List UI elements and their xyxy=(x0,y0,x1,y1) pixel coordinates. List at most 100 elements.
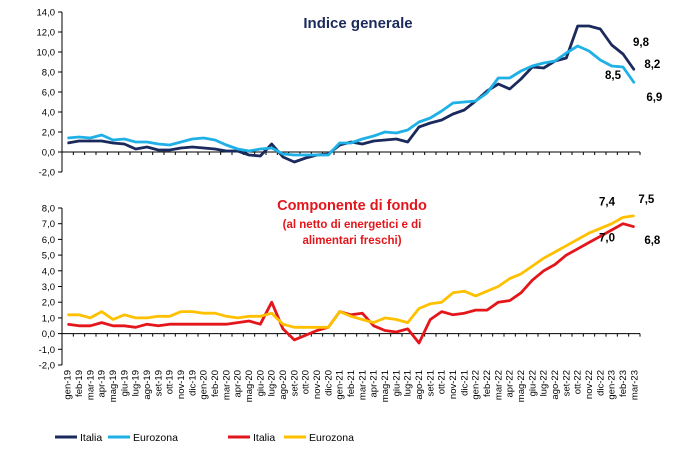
data-point xyxy=(101,311,103,313)
data-point xyxy=(418,307,420,310)
data-point xyxy=(543,67,545,69)
data-point xyxy=(361,143,363,145)
x-tick-label: dic-22 xyxy=(595,370,606,396)
x-tick-label: giu-22 xyxy=(527,370,538,396)
data-point xyxy=(633,215,635,217)
data-point xyxy=(441,311,443,313)
y-tick-label: 2,0 xyxy=(42,298,55,309)
y-tick-label: 6,0 xyxy=(42,235,55,246)
data-point xyxy=(520,70,522,72)
data-point xyxy=(373,135,375,137)
x-tick-label: dic-21 xyxy=(459,370,470,396)
data-point xyxy=(611,229,613,231)
data-point xyxy=(531,265,533,267)
data-point xyxy=(305,334,307,336)
data-point xyxy=(395,132,397,134)
data-point xyxy=(577,248,579,250)
data-point xyxy=(89,137,91,139)
chart-subtitle: (al netto di energetici e di xyxy=(283,219,422,231)
data-point xyxy=(191,138,193,140)
data-point xyxy=(271,143,273,145)
data-point xyxy=(157,325,159,327)
data-point xyxy=(157,315,159,317)
data-point xyxy=(588,50,590,52)
data-point xyxy=(633,226,635,228)
data-point xyxy=(395,331,397,333)
x-tick-label: mag-20 xyxy=(244,370,255,402)
x-tick-label: nov-19 xyxy=(176,370,187,399)
data-point xyxy=(633,69,635,71)
data-label: 7,0 xyxy=(599,233,615,245)
data-label: 6,9 xyxy=(646,92,662,104)
data-point xyxy=(463,312,465,314)
data-point xyxy=(123,143,125,145)
data-point xyxy=(214,148,216,150)
data-point xyxy=(554,251,556,253)
data-point xyxy=(452,102,454,104)
x-tick-label: feb-21 xyxy=(346,370,357,397)
data-point xyxy=(384,317,386,319)
data-point xyxy=(135,317,137,319)
data-point xyxy=(78,314,80,316)
data-point xyxy=(577,238,579,240)
data-point xyxy=(622,216,624,219)
x-tick-label: giu-19 xyxy=(119,370,130,396)
data-point xyxy=(123,325,125,327)
y-tick-label: 0,0 xyxy=(42,329,55,340)
x-tick-label: mag-19 xyxy=(108,370,119,402)
data-point xyxy=(497,301,499,303)
data-point xyxy=(203,137,205,139)
data-point xyxy=(520,78,522,80)
data-point xyxy=(577,25,579,27)
data-point xyxy=(225,315,227,317)
data-point xyxy=(429,117,431,119)
x-tick-label: gen-19 xyxy=(63,370,74,400)
data-point xyxy=(180,141,182,143)
x-tick-label: set-21 xyxy=(425,370,436,396)
data-point xyxy=(611,44,613,46)
x-tick-label: nov-22 xyxy=(584,370,595,399)
x-tick-label: lug-21 xyxy=(403,370,414,396)
data-point xyxy=(123,314,125,316)
x-tick-label: mar-21 xyxy=(357,370,368,400)
data-point xyxy=(486,309,488,311)
x-tick-label: nov-20 xyxy=(312,370,323,399)
data-point xyxy=(509,88,511,90)
data-point xyxy=(123,138,125,140)
data-point xyxy=(622,53,624,55)
data-point xyxy=(101,134,103,136)
data-point xyxy=(418,126,420,128)
y-tick-label: 14,0 xyxy=(37,8,56,19)
data-point xyxy=(588,241,590,244)
x-tick-label: set-22 xyxy=(561,370,572,396)
data-point xyxy=(180,147,182,149)
data-point xyxy=(509,300,511,302)
x-tick-label: ago-20 xyxy=(278,370,289,400)
x-tick-label: feb-22 xyxy=(482,370,493,397)
data-point xyxy=(509,77,511,79)
data-point xyxy=(407,129,409,131)
x-tick-label: mar-19 xyxy=(85,370,96,400)
data-point xyxy=(169,323,171,325)
x-tick-label: ago-22 xyxy=(550,370,561,400)
data-point xyxy=(475,309,477,311)
data-label: 6,8 xyxy=(644,235,661,247)
data-point xyxy=(418,342,420,344)
data-point xyxy=(237,150,239,152)
legend-label: Italia xyxy=(253,432,275,444)
x-tick-label: apr-22 xyxy=(505,370,516,397)
data-point xyxy=(67,142,69,144)
y-tick-label: 7,0 xyxy=(42,219,55,230)
data-point xyxy=(407,322,409,324)
data-point xyxy=(543,270,545,272)
y-tick-label: 1,0 xyxy=(42,313,55,324)
data-point xyxy=(531,65,533,67)
x-tick-label: giu-20 xyxy=(255,370,266,396)
x-tick-label: gen-20 xyxy=(199,370,210,400)
data-point xyxy=(248,320,250,322)
data-point xyxy=(588,25,590,27)
data-point xyxy=(89,317,91,319)
data-point xyxy=(146,317,148,319)
x-tick-label: feb-20 xyxy=(210,370,221,397)
